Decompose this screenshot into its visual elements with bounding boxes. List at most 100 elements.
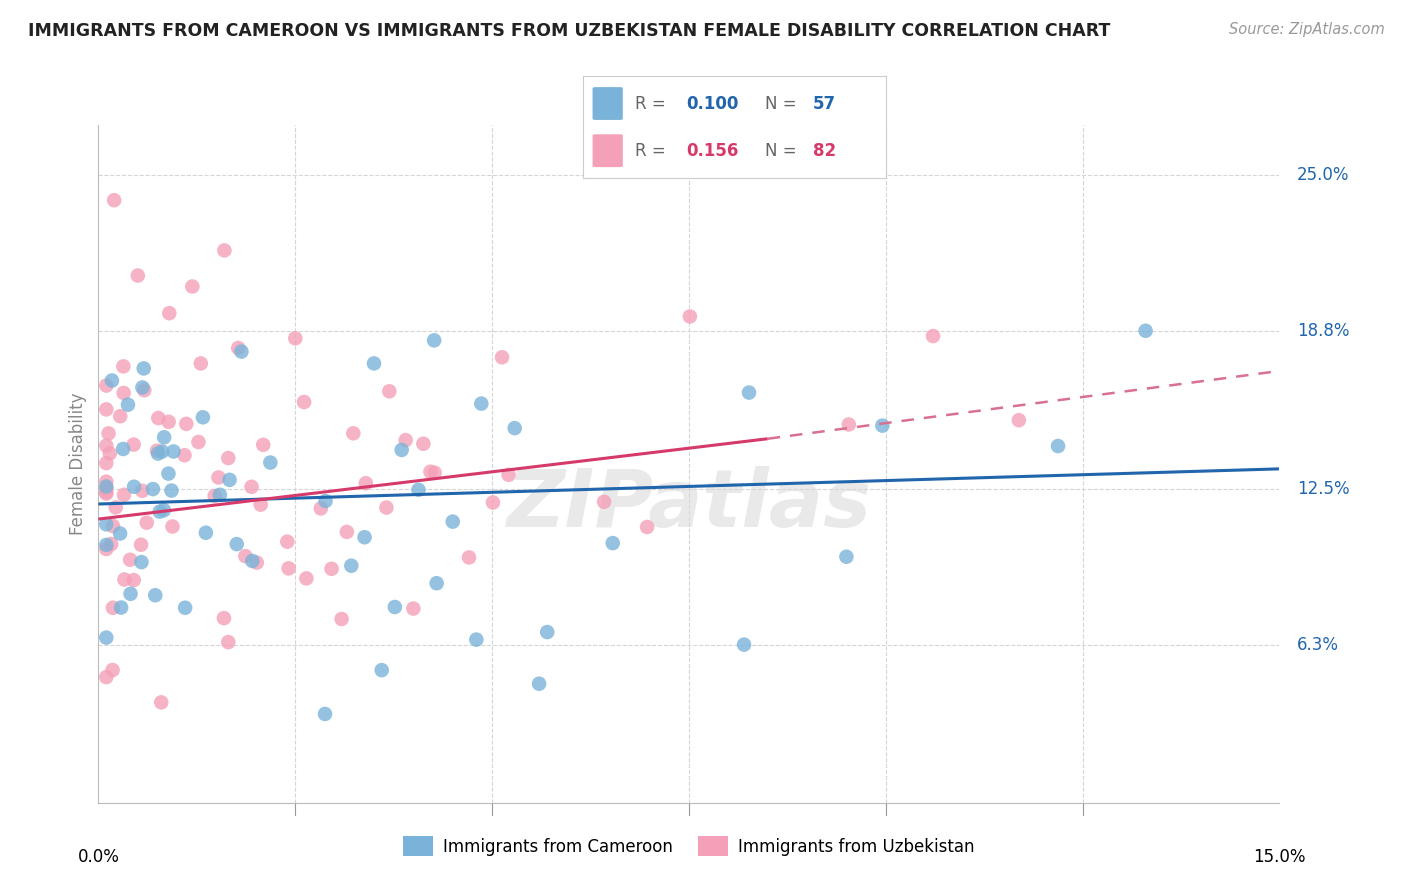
Point bbox=[134, 383, 156, 397]
Point bbox=[276, 534, 298, 549]
Text: 0.156: 0.156 bbox=[686, 142, 738, 160]
Point bbox=[315, 494, 337, 508]
Point bbox=[235, 549, 257, 563]
Text: 0.0%: 0.0% bbox=[77, 848, 120, 866]
Point bbox=[162, 519, 184, 533]
Point bbox=[96, 670, 118, 684]
Point bbox=[330, 612, 353, 626]
Point bbox=[108, 526, 131, 541]
Text: ZIPatlas: ZIPatlas bbox=[506, 466, 872, 543]
FancyBboxPatch shape bbox=[592, 135, 623, 167]
Text: 6.3%: 6.3% bbox=[1298, 636, 1339, 654]
Point bbox=[284, 331, 307, 345]
Point bbox=[207, 470, 229, 484]
Point bbox=[148, 411, 170, 425]
Point bbox=[419, 465, 441, 479]
Point bbox=[423, 466, 446, 480]
Point bbox=[162, 444, 184, 458]
Point bbox=[231, 344, 253, 359]
Point bbox=[135, 516, 157, 530]
Point bbox=[1135, 324, 1157, 338]
Point bbox=[114, 573, 136, 587]
Point bbox=[122, 437, 145, 451]
Point bbox=[157, 306, 180, 320]
Point bbox=[465, 632, 488, 647]
Point bbox=[190, 356, 212, 370]
Point bbox=[122, 573, 145, 587]
Point bbox=[96, 456, 118, 470]
Text: N =: N = bbox=[765, 95, 801, 112]
Point bbox=[112, 359, 135, 374]
Point bbox=[101, 663, 124, 677]
Point bbox=[153, 503, 176, 517]
Point bbox=[240, 480, 263, 494]
Point bbox=[96, 538, 118, 552]
Point bbox=[363, 356, 385, 370]
Point bbox=[160, 483, 183, 498]
Point bbox=[187, 435, 209, 450]
Point bbox=[131, 380, 153, 394]
Text: 82: 82 bbox=[813, 142, 837, 160]
Point bbox=[340, 558, 363, 573]
Point bbox=[98, 446, 121, 460]
Point bbox=[122, 480, 145, 494]
Point bbox=[217, 451, 239, 466]
Point bbox=[408, 483, 430, 497]
Point bbox=[336, 524, 359, 539]
Text: 12.5%: 12.5% bbox=[1298, 480, 1350, 498]
Point bbox=[96, 486, 118, 500]
Point bbox=[342, 426, 364, 441]
Point bbox=[402, 601, 425, 615]
Point bbox=[353, 530, 375, 544]
Point bbox=[225, 537, 247, 551]
Point bbox=[217, 635, 239, 649]
Point bbox=[527, 676, 550, 690]
Point bbox=[391, 442, 413, 457]
Point bbox=[112, 488, 135, 502]
Point bbox=[835, 549, 858, 564]
Point bbox=[149, 505, 172, 519]
Point bbox=[157, 415, 180, 429]
Point bbox=[395, 433, 418, 447]
Point bbox=[226, 341, 249, 355]
Point bbox=[108, 409, 131, 424]
Point bbox=[679, 310, 702, 324]
Point bbox=[96, 485, 118, 500]
Point bbox=[426, 576, 449, 591]
Point bbox=[423, 334, 446, 348]
Point bbox=[482, 495, 505, 509]
Point bbox=[104, 500, 127, 515]
Point bbox=[96, 439, 118, 453]
Point bbox=[101, 374, 124, 388]
Point bbox=[157, 467, 180, 481]
Point bbox=[491, 351, 513, 365]
Point bbox=[174, 600, 197, 615]
Point bbox=[602, 536, 624, 550]
Point bbox=[295, 571, 318, 585]
Point bbox=[176, 417, 198, 431]
Point bbox=[218, 473, 240, 487]
Point bbox=[259, 456, 281, 470]
Point bbox=[96, 378, 118, 392]
Point bbox=[378, 384, 401, 399]
Point bbox=[212, 611, 235, 625]
Point bbox=[120, 552, 142, 566]
Point bbox=[249, 498, 271, 512]
Point bbox=[146, 446, 169, 460]
Point bbox=[208, 488, 231, 502]
Point bbox=[1047, 439, 1070, 453]
Point bbox=[412, 436, 434, 450]
Legend: Immigrants from Cameroon, Immigrants from Uzbekistan: Immigrants from Cameroon, Immigrants fro… bbox=[396, 830, 981, 863]
Point bbox=[370, 663, 392, 677]
Text: IMMIGRANTS FROM CAMEROON VS IMMIGRANTS FROM UZBEKISTAN FEMALE DISABILITY CORRELA: IMMIGRANTS FROM CAMEROON VS IMMIGRANTS F… bbox=[28, 22, 1111, 40]
Point bbox=[309, 501, 332, 516]
Point bbox=[112, 386, 135, 401]
Point bbox=[194, 525, 217, 540]
Point bbox=[314, 706, 336, 721]
Text: 57: 57 bbox=[813, 95, 837, 112]
Point bbox=[246, 556, 269, 570]
Point bbox=[96, 479, 118, 493]
Point bbox=[96, 541, 118, 556]
Text: 15.0%: 15.0% bbox=[1253, 848, 1306, 866]
Point bbox=[101, 600, 124, 615]
